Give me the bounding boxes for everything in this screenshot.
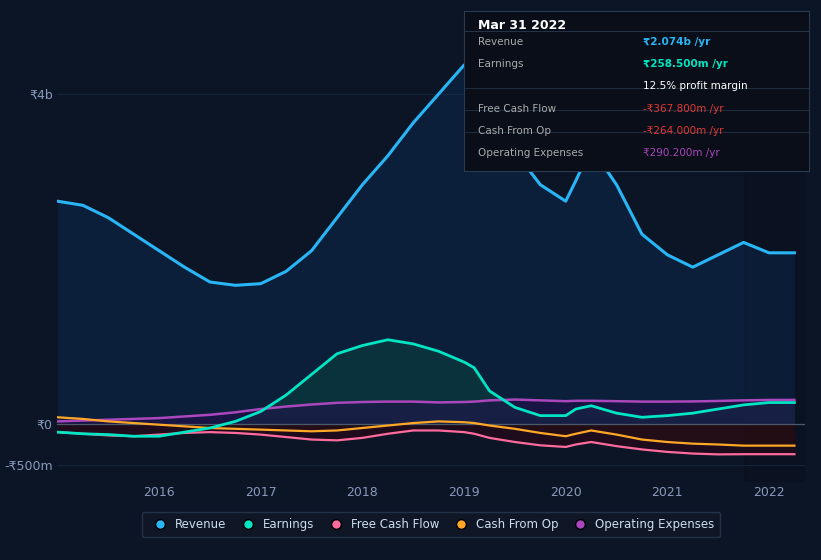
Text: -₹264.000m /yr: -₹264.000m /yr (643, 126, 723, 136)
Text: Earnings: Earnings (478, 59, 523, 69)
Text: Revenue: Revenue (478, 37, 523, 46)
Text: ₹2.074b /yr: ₹2.074b /yr (643, 37, 710, 46)
Text: Free Cash Flow: Free Cash Flow (478, 104, 556, 114)
Legend: Revenue, Earnings, Free Cash Flow, Cash From Op, Operating Expenses: Revenue, Earnings, Free Cash Flow, Cash … (142, 512, 720, 537)
Text: -₹367.800m /yr: -₹367.800m /yr (643, 104, 724, 114)
Bar (744, 28, 805, 482)
Text: Cash From Op: Cash From Op (478, 126, 551, 136)
Text: Operating Expenses: Operating Expenses (478, 148, 583, 158)
Text: ₹290.200m /yr: ₹290.200m /yr (643, 148, 720, 158)
Text: ₹258.500m /yr: ₹258.500m /yr (643, 59, 728, 69)
Text: Mar 31 2022: Mar 31 2022 (478, 19, 566, 32)
Text: 12.5% profit margin: 12.5% profit margin (643, 81, 748, 91)
